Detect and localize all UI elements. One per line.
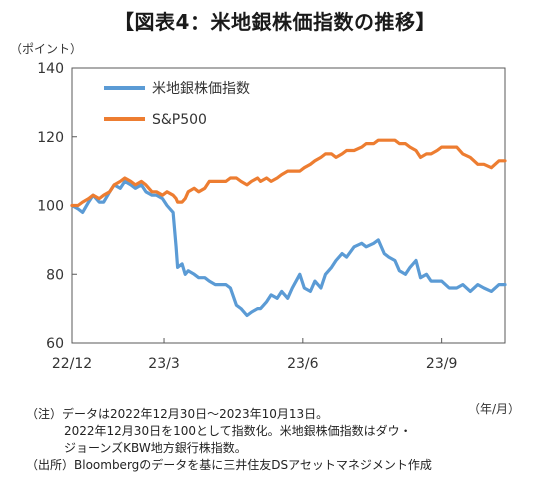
y-axis-unit-label: （ポイント） bbox=[10, 42, 83, 56]
note-line-3: ジョーンズKBW地方銀行株指数。 bbox=[64, 441, 247, 455]
y-tick-label: 140 bbox=[37, 61, 64, 77]
series-lines bbox=[70, 138, 507, 318]
y-axis-ticks: 60 80 100 120 140 bbox=[37, 61, 77, 352]
x-tick-label: 22/12 bbox=[52, 356, 92, 372]
y-tick-label: 100 bbox=[37, 199, 64, 215]
series-line-regional-bank-index bbox=[70, 179, 507, 318]
legend-label: S&P500 bbox=[152, 112, 207, 128]
series-line-sp500 bbox=[70, 138, 507, 208]
x-tick-label: 23/9 bbox=[426, 356, 457, 372]
footnotes: （注）データは2022年12月30日～2023年10月13日。 2022年12月… bbox=[26, 406, 432, 474]
source-line: （出所）Bloombergのデータを基に三井住友DSアセットマネジメント作成 bbox=[26, 458, 432, 472]
plot-area bbox=[71, 67, 506, 344]
note-line-2: 2022年12月30日を100として指数化。米地銀株価指数はダウ・ bbox=[64, 424, 412, 438]
x-axis-unit-label: （年/月） bbox=[468, 402, 521, 416]
plot-border bbox=[71, 67, 506, 344]
x-axis-ticks: 22/12 23/3 23/6 23/9 bbox=[52, 338, 457, 372]
y-tick-label: 60 bbox=[46, 336, 64, 352]
line-chart: 60 80 100 120 140 22/12 23/3 23/6 23/9 米地銀株価指数 S… bbox=[37, 61, 507, 372]
chart-title: 【図表4：米地銀株価指数の推移】 bbox=[114, 10, 436, 34]
y-tick-label: 120 bbox=[37, 130, 64, 146]
y-tick-label: 80 bbox=[46, 267, 64, 283]
x-tick-label: 23/6 bbox=[287, 356, 319, 372]
chart-legend: 米地銀株価指数 S&P500 bbox=[104, 81, 250, 128]
note-line-1: （注）データは2022年12月30日～2023年10月13日。 bbox=[26, 407, 329, 421]
legend-label: 米地銀株価指数 bbox=[152, 81, 250, 97]
x-tick-label: 23/3 bbox=[148, 356, 179, 372]
